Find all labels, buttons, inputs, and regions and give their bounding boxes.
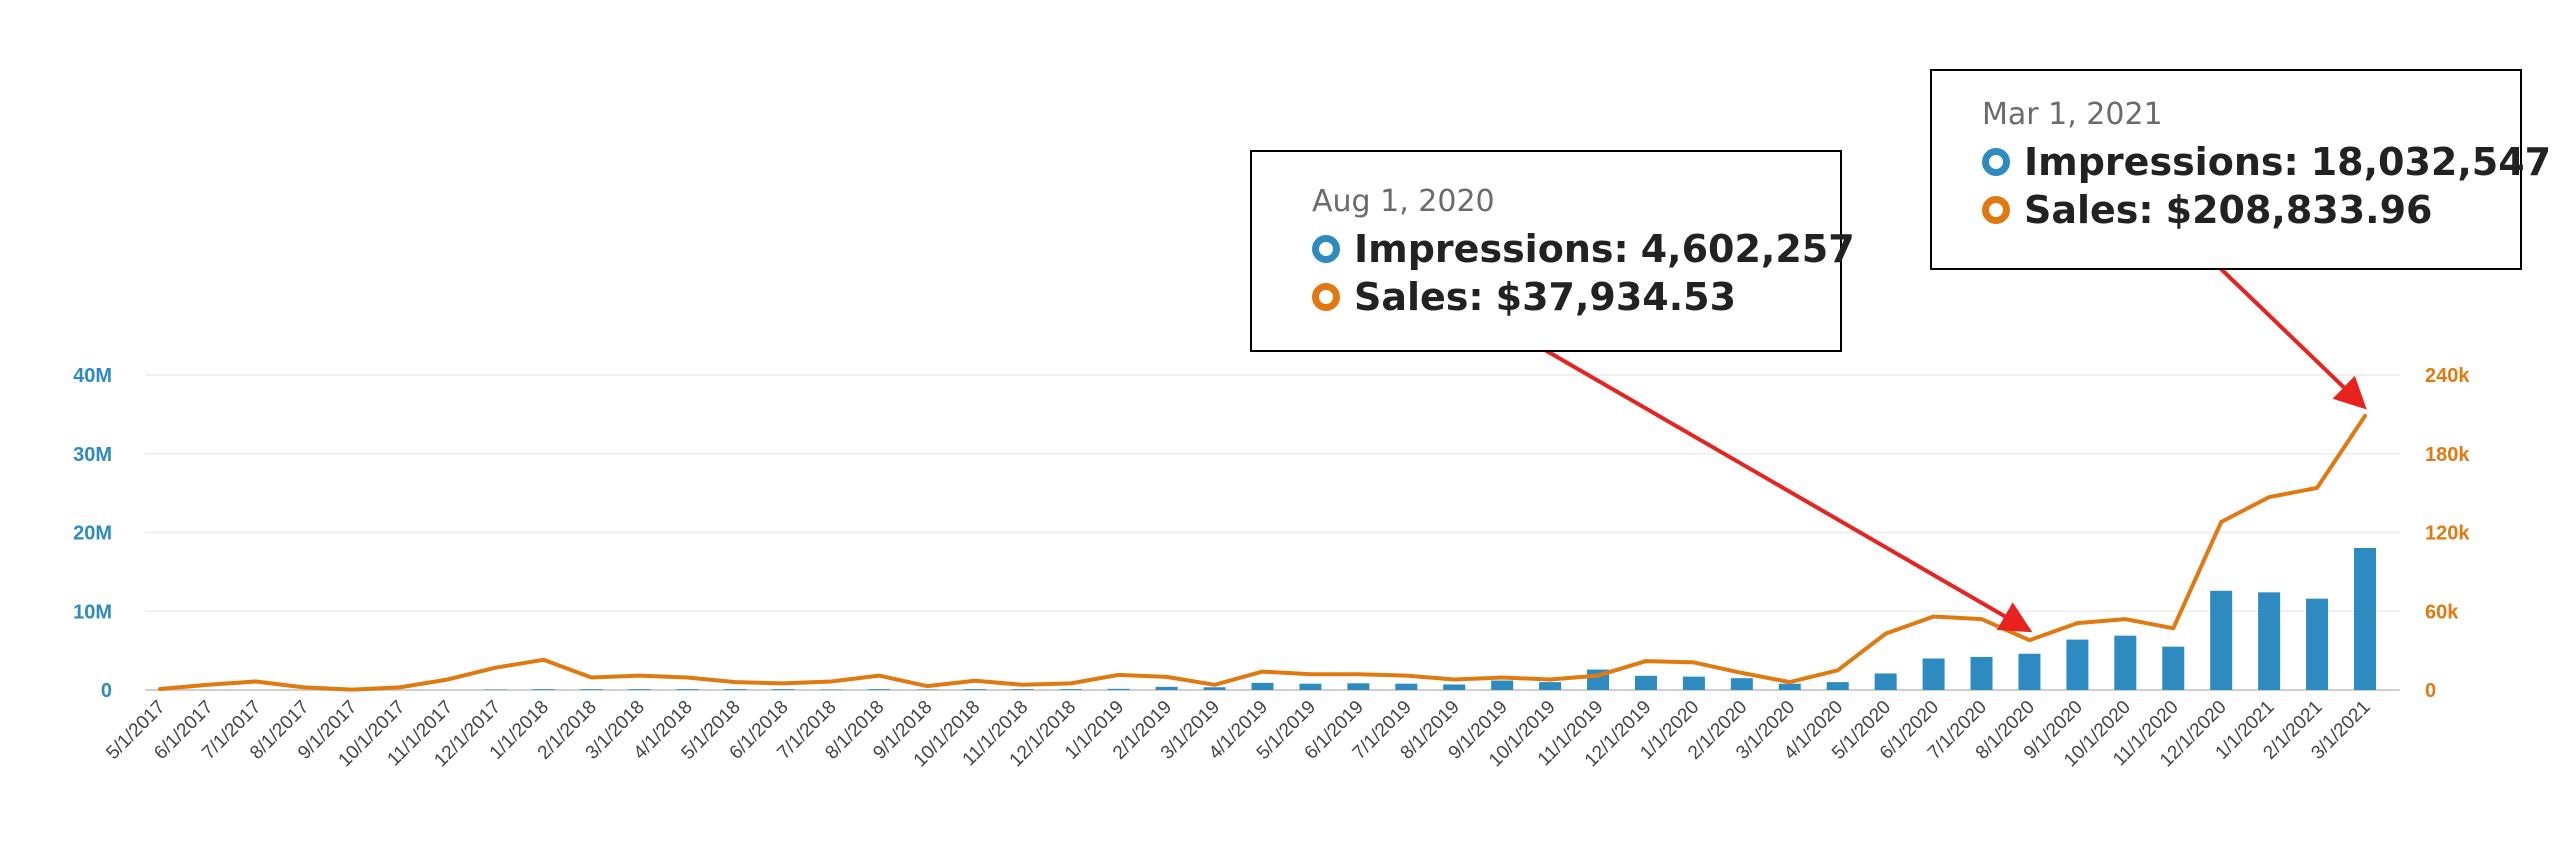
impressions-bar xyxy=(963,689,986,690)
sales-label: Sales: xyxy=(2024,188,2154,232)
impressions-bar xyxy=(1155,686,1178,690)
impressions-bar xyxy=(1443,684,1466,690)
impressions-bar xyxy=(1203,687,1226,690)
impressions-bar xyxy=(1347,683,1370,690)
callout-impressions-row: Impressions: 4,602,257 xyxy=(1312,225,1855,273)
impressions-bar xyxy=(724,689,747,690)
annotation-arrow xyxy=(2218,266,2367,410)
impressions-bar xyxy=(2114,635,2137,690)
impressions-bar xyxy=(676,689,699,690)
impressions-bar xyxy=(1682,676,1705,690)
impressions-bar xyxy=(2018,653,2041,690)
callout-date: Mar 1, 2021 xyxy=(1982,97,2163,132)
y-right-tick-label: 60k xyxy=(2425,601,2459,623)
impressions-bar xyxy=(2066,639,2089,690)
y-right-tick-label: 120k xyxy=(2425,523,2470,545)
impressions-bar xyxy=(1970,656,1993,690)
y-left-tick-label: 10M xyxy=(73,601,112,623)
y-right-tick-label: 180k xyxy=(2425,444,2470,466)
impressions-value: 4,602,257 xyxy=(1640,227,1855,271)
callout-impressions-row: Impressions: 18,032,547 xyxy=(1982,138,2551,186)
impressions-bar xyxy=(1730,678,1753,690)
impressions-bar xyxy=(1299,683,1322,690)
tooltip-callout-mar-2021: Mar 1, 2021 Impressions: 18,032,547 Sale… xyxy=(1930,69,2551,270)
impressions-bar xyxy=(1922,658,1945,690)
impressions-bar xyxy=(2258,592,2281,690)
impressions-bar xyxy=(1011,689,1034,690)
sales-line xyxy=(158,413,2367,692)
impressions-bar xyxy=(2210,590,2233,690)
tooltip-callout-aug-2020: Aug 1, 2020 Impressions: 4,602,257 Sales… xyxy=(1250,150,1855,352)
impressions-bar xyxy=(2162,646,2185,690)
sales-value: $37,934.53 xyxy=(1495,275,1737,319)
sales-dot-icon xyxy=(1982,196,2010,224)
impressions-value: 18,032,547 xyxy=(2310,140,2552,184)
callout-sales-row: Sales: $208,833.96 xyxy=(1982,186,2520,234)
y-left-tick-label: 30M xyxy=(73,444,112,466)
sales-dot-icon xyxy=(1312,283,1340,311)
impressions-bar xyxy=(1778,683,1801,690)
sales-line-layer xyxy=(158,413,2367,692)
impressions-dot-icon xyxy=(1982,148,2010,176)
impressions-bar xyxy=(1539,682,1562,690)
impressions-bar xyxy=(2354,547,2376,690)
y-right-tick-label: 0 xyxy=(2425,680,2436,702)
impressions-bar xyxy=(1491,680,1514,690)
impressions-bars xyxy=(484,547,2376,690)
impressions-bar xyxy=(2306,598,2329,690)
impressions-bar xyxy=(1251,682,1274,690)
impressions-bar xyxy=(532,689,555,690)
impressions-bar xyxy=(1826,682,1849,690)
callout-sales-row: Sales: $37,934.53 xyxy=(1312,273,1840,321)
impressions-bar xyxy=(1059,689,1082,690)
impressions-bar xyxy=(1634,675,1657,690)
y-left-tick-label: 20M xyxy=(73,523,112,545)
impressions-bar xyxy=(580,689,603,690)
impressions-bar xyxy=(1395,683,1418,690)
annotation-arrow xyxy=(1543,348,2033,633)
impressions-dot-icon xyxy=(1312,235,1340,263)
sales-value: $208,833.96 xyxy=(2165,188,2433,232)
gridlines xyxy=(145,374,2400,691)
callout-date: Aug 1, 2020 xyxy=(1312,184,1495,219)
y-left-tick-label: 40M xyxy=(73,365,112,387)
impressions-bar xyxy=(1874,673,1897,690)
impressions-bar xyxy=(1107,688,1130,690)
impressions-label: Impressions: xyxy=(1354,227,1629,271)
annotation-arrows xyxy=(1543,266,2367,633)
axes: 010M20M30M40M060k120k180k240k5/1/20176/1… xyxy=(73,365,2470,771)
sales-label: Sales: xyxy=(1354,275,1484,319)
impressions-bar xyxy=(628,689,651,690)
y-right-tick-label: 240k xyxy=(2425,365,2470,387)
impressions-bar xyxy=(868,689,891,690)
y-left-tick-label: 0 xyxy=(101,680,112,702)
impressions-label: Impressions: xyxy=(2024,140,2299,184)
impressions-bar xyxy=(772,689,795,690)
